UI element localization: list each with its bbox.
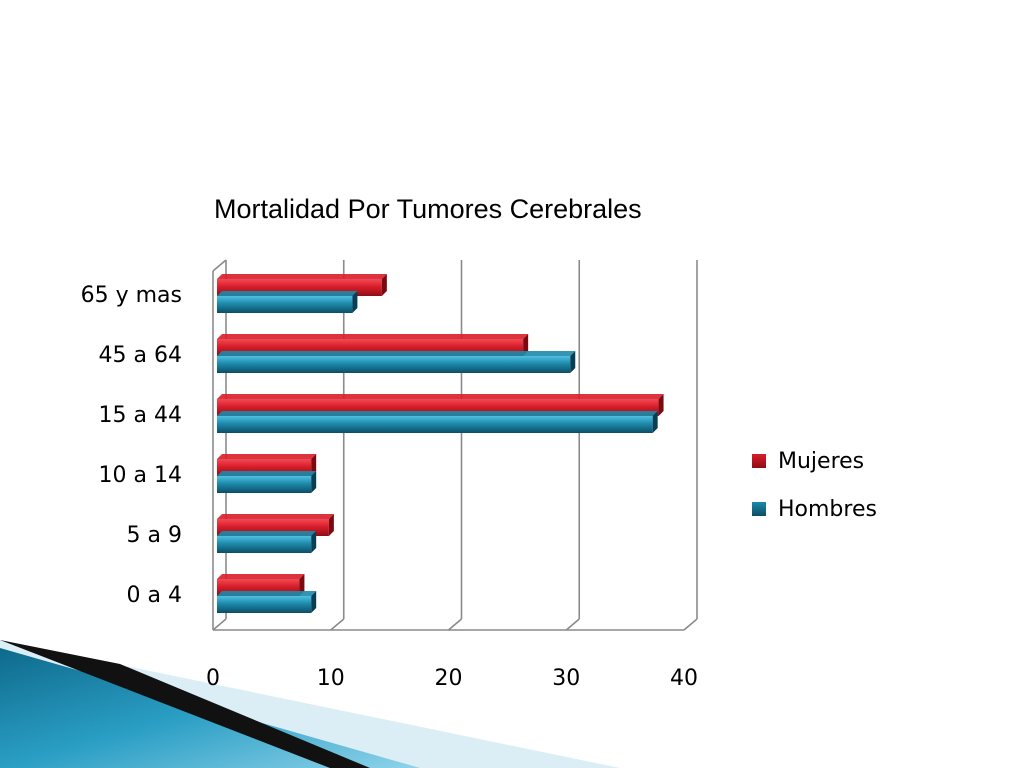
gridline-depth	[447, 618, 463, 631]
chart-title: Mortalidad Por Tumores Cerebrales	[214, 194, 642, 224]
legend-swatch-mujeres	[752, 454, 766, 468]
legend-label-hombres: Hombres	[778, 496, 877, 522]
tick-label: 0	[206, 666, 220, 691]
chart-grid	[212, 259, 698, 631]
gridline-depth	[683, 618, 698, 631]
legend-item-hombres: Hombres	[752, 485, 877, 533]
category-label: 15 a 44	[98, 403, 182, 428]
bar-hombres-15-a-44	[217, 411, 658, 433]
category-label: 10 a 14	[98, 463, 182, 488]
tick-label: 10	[316, 666, 345, 691]
tick-label: 20	[434, 666, 463, 691]
gridline-depth	[330, 618, 345, 631]
legend-swatch-hombres	[752, 502, 766, 516]
gridline-depth	[565, 618, 580, 631]
category-label: 5 a 9	[126, 523, 182, 548]
axis-wall-top	[212, 259, 227, 272]
chart-legend: Mujeres Hombres	[752, 437, 877, 533]
legend-label-mujeres: Mujeres	[778, 448, 865, 474]
category-label: 45 a 64	[98, 343, 182, 368]
bar-hombres-0-a-4	[217, 591, 317, 613]
decorative-swoosh	[0, 640, 620, 768]
bar-hombres-65-y-mas	[217, 291, 358, 313]
bar-hombres-45-a-64	[217, 351, 576, 373]
bar-hombres-10-a-14	[217, 471, 317, 493]
gridline-depth	[212, 618, 227, 631]
legend-item-mujeres: Mujeres	[752, 437, 877, 485]
tick-label: 30	[552, 666, 581, 691]
category-label: 0 a 4	[126, 583, 182, 608]
chart-bars	[217, 274, 664, 613]
category-label: 65 y mas	[80, 283, 182, 308]
tick-label: 40	[670, 666, 698, 691]
bar-hombres-5-a-9	[217, 531, 317, 553]
